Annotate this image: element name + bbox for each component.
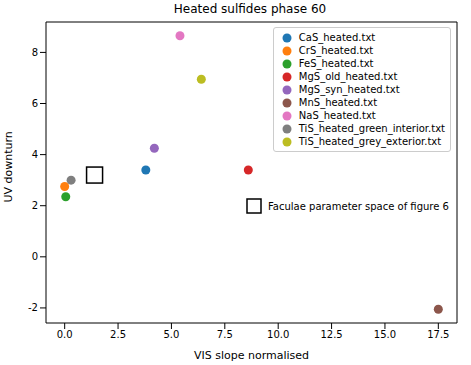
html-text:CaS_heated.txt: CaS_heated.txt xyxy=(298,32,376,43)
svg-text:0.0: 0.0 xyxy=(57,329,73,340)
svg-text:UV downturn: UV downturn xyxy=(8,131,15,202)
svg-text:8: 8 xyxy=(32,47,38,58)
html-text:TiS_heated_grey_exterior.txt: TiS_heated_grey_exterior.txt xyxy=(298,136,442,147)
svg-text:0: 0 xyxy=(32,251,38,262)
html-text:Faculae parameter space of fig: Faculae parameter space of figure 6 xyxy=(268,200,449,212)
svg-text:10.0: 10.0 xyxy=(267,329,289,340)
html-text:NaS_heated.txt: NaS_heated.txt xyxy=(298,110,376,121)
svg-text:2.5: 2.5 xyxy=(110,329,126,340)
html-text:MgS_syn_heated.txt: MgS_syn_heated.txt xyxy=(298,84,400,95)
svg-text:-2: -2 xyxy=(28,302,38,313)
html-text:Heated sulfides phase 60: Heated sulfides phase 60 xyxy=(173,2,327,16)
svg-text:17.5: 17.5 xyxy=(427,329,449,340)
html-text:MgS_old_heated.txt: MgS_old_heated.txt xyxy=(298,71,398,82)
html-text:FeS_heated.txt: FeS_heated.txt xyxy=(298,58,374,69)
svg-text:6: 6 xyxy=(32,98,38,109)
html-text:TiS_heated_green_interior.txt: TiS_heated_green_interior.txt xyxy=(298,123,445,134)
html-text:CrS_heated.txt: CrS_heated.txt xyxy=(298,45,374,56)
html-text:MnS_heated.txt: MnS_heated.txt xyxy=(298,97,378,108)
svg-text:4: 4 xyxy=(32,149,38,160)
svg-text:12.5: 12.5 xyxy=(320,329,342,340)
svg-text:5.0: 5.0 xyxy=(163,329,179,340)
svg-text:VIS slope normalised: VIS slope normalised xyxy=(194,349,309,362)
svg-text:15.0: 15.0 xyxy=(374,329,396,340)
svg-text:2: 2 xyxy=(32,200,38,211)
svg-text:7.5: 7.5 xyxy=(217,329,233,340)
